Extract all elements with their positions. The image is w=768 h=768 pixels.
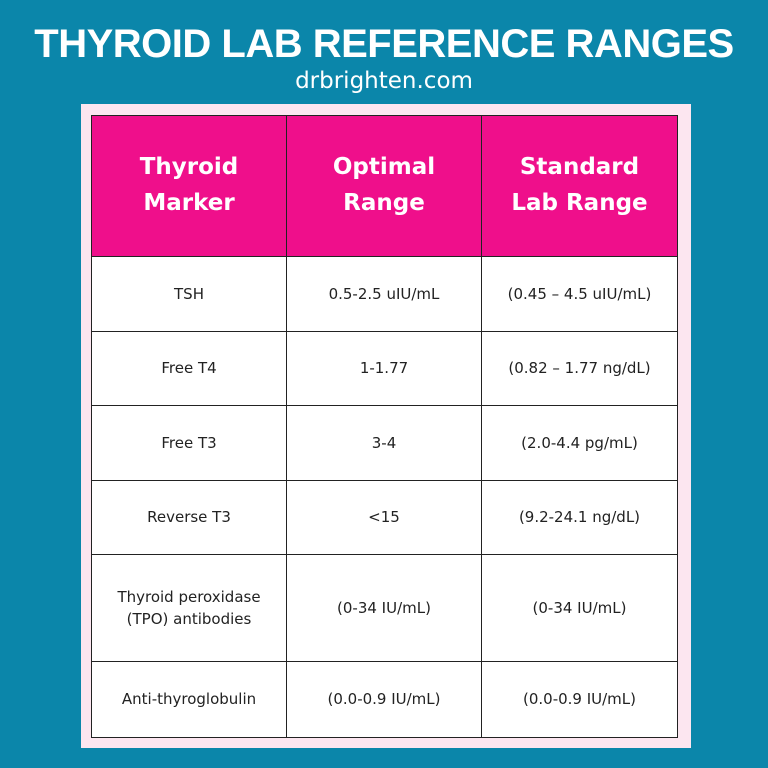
table-cell: 1-1.77 (286, 331, 482, 406)
table-cell: (0.0-0.9 IU/mL) (481, 661, 678, 738)
table-cell: <15 (286, 480, 482, 555)
table-cell: 3-4 (286, 405, 482, 481)
table-cell: Reverse T3 (91, 480, 287, 555)
table-cell: (0.82 – 1.77 ng/dL) (481, 331, 678, 406)
table-cell: (0-34 IU/mL) (286, 554, 482, 662)
title: THYROID LAB REFERENCE RANGES (34, 22, 734, 66)
column-header: Thyroid Marker (91, 115, 287, 257)
table-cell: TSH (91, 256, 287, 332)
table-cell: (2.0-4.4 pg/mL) (481, 405, 678, 481)
table-cell: Free T4 (91, 331, 287, 406)
table-cell: (0-34 IU/mL) (481, 554, 678, 662)
table-cell: (0.0-0.9 IU/mL) (286, 661, 482, 738)
subtitle: drbrighten.com (295, 68, 473, 94)
table-cell: (9.2-24.1 ng/dL) (481, 480, 678, 555)
table-cell: 0.5-2.5 uIU/mL (286, 256, 482, 332)
table-cell: Anti-thyroglobulin (91, 661, 287, 738)
column-header: Standard Lab Range (481, 115, 678, 257)
table-cell: (0.45 – 4.5 uIU/mL) (481, 256, 678, 332)
table-cell: Thyroid peroxidase (TPO) antibodies (91, 554, 287, 662)
table-cell: Free T3 (91, 405, 287, 481)
column-header: Optimal Range (286, 115, 482, 257)
